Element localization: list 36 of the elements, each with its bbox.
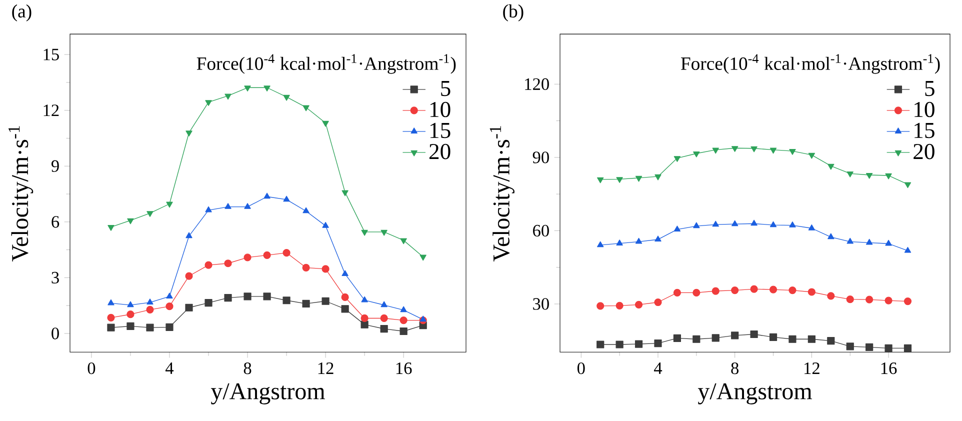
x-axis-title: y/Angstrom xyxy=(210,383,325,404)
y-tick-label: 9 xyxy=(52,160,59,172)
x-tick-label: 4 xyxy=(165,362,174,374)
x-tick-label: 12 xyxy=(318,362,334,374)
x-tick-label: 16 xyxy=(881,362,897,374)
x-tick-label: 12 xyxy=(804,362,820,374)
y-tick-label: 90 xyxy=(532,152,549,164)
y-tick-label: 12 xyxy=(44,104,59,116)
x-tick-label: 8 xyxy=(244,362,252,374)
chart-title: (b) xyxy=(503,4,524,22)
x-tick-label: 8 xyxy=(731,362,739,374)
legend-label: 5 xyxy=(925,80,934,96)
y-axis-title: Velocity/m·s$^{-1}$ xyxy=(490,126,514,262)
x-tick-label: 4 xyxy=(654,362,662,374)
legend-title: Force(10$^{-4}$ kcal·mol$^{-1}$·Angstrom$^{-1}$) xyxy=(681,54,940,74)
y-tick-label: 0 xyxy=(52,328,59,340)
legend-title: Force(10$^{-4}$ kcal·mol$^{-1}$·Angstrom$^{-1}$) xyxy=(196,54,456,74)
chart-title: (a) xyxy=(12,4,32,22)
legend-label: 10 xyxy=(914,102,934,118)
y-tick-label: 6 xyxy=(52,216,60,228)
y-tick-label: 3 xyxy=(52,272,59,284)
x-tick-label: 16 xyxy=(396,362,412,374)
y-tick-label: 15 xyxy=(44,48,59,60)
x-tick-label: 0 xyxy=(88,362,96,374)
x-tick-label: 0 xyxy=(577,362,585,374)
y-axis-title: Velocity/m·s$^{-1}$ xyxy=(8,126,34,262)
y-tick-label: 30 xyxy=(533,298,549,310)
legend-label: 10 xyxy=(430,102,450,118)
legend-label: 20 xyxy=(914,144,934,160)
legend-label: 15 xyxy=(914,122,934,138)
y-tick-label: 120 xyxy=(525,78,549,90)
y-tick-label: 60 xyxy=(533,224,549,237)
legend-label: 5 xyxy=(441,80,450,96)
legend-label: 20 xyxy=(429,144,450,160)
x-axis-title: y/Angstrom xyxy=(698,383,812,404)
legend-label: 15 xyxy=(430,122,450,138)
